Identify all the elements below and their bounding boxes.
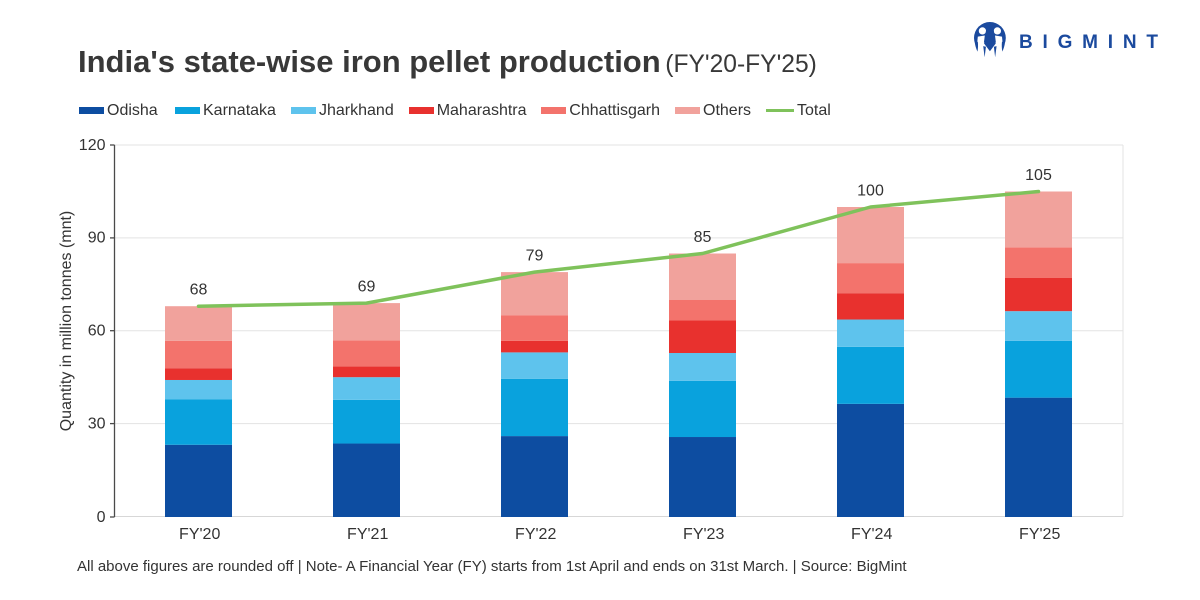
svg-text:69: 69 bbox=[358, 279, 376, 296]
svg-text:Quantity in million tonnes (mn: Quantity in million tonnes (mnt) bbox=[58, 211, 75, 432]
svg-text:100: 100 bbox=[857, 183, 884, 200]
svg-text:FY'25: FY'25 bbox=[1019, 526, 1060, 543]
svg-text:FY'22: FY'22 bbox=[515, 526, 556, 543]
svg-text:FY'20: FY'20 bbox=[179, 526, 220, 543]
svg-text:120: 120 bbox=[79, 137, 106, 154]
svg-text:90: 90 bbox=[88, 230, 106, 247]
svg-text:105: 105 bbox=[1025, 167, 1052, 184]
svg-text:FY'21: FY'21 bbox=[347, 526, 388, 543]
svg-text:60: 60 bbox=[88, 323, 106, 340]
svg-text:FY'23: FY'23 bbox=[683, 526, 724, 543]
svg-text:FY'24: FY'24 bbox=[851, 526, 892, 543]
svg-text:0: 0 bbox=[97, 509, 106, 526]
svg-text:68: 68 bbox=[190, 282, 208, 299]
svg-text:79: 79 bbox=[526, 248, 544, 265]
svg-text:30: 30 bbox=[88, 415, 106, 432]
svg-text:85: 85 bbox=[694, 229, 712, 246]
